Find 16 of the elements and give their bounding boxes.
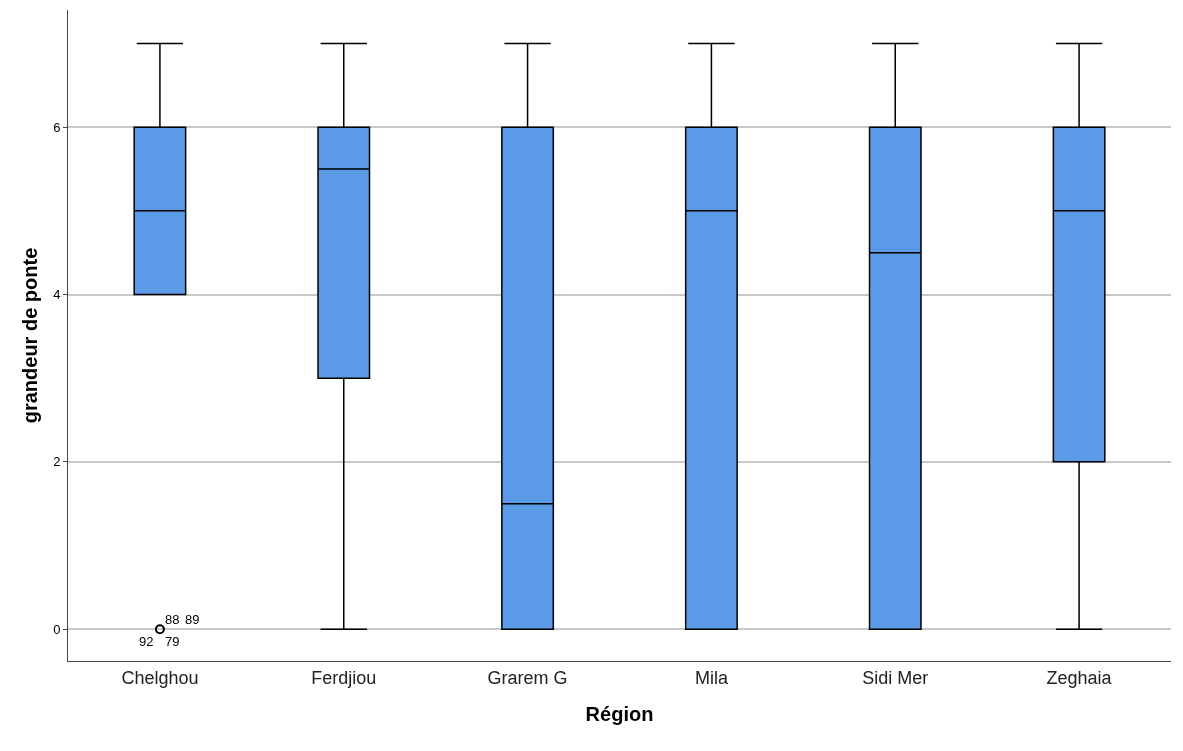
y-tick-label: 0 xyxy=(53,621,61,637)
x-tick-label: Grarem G xyxy=(487,667,568,688)
annotation: 79 xyxy=(165,634,180,649)
x-axis-title: Région xyxy=(585,703,654,726)
y-tick-label: 2 xyxy=(53,454,61,470)
x-tick-label: Sidi Mer xyxy=(862,667,929,688)
x-tick-label: Chelghou xyxy=(121,667,199,688)
y-tick-label: 4 xyxy=(53,287,61,303)
x-tick-label: Zeghaia xyxy=(1046,667,1113,688)
x-tick-label: Ferdjiou xyxy=(311,667,377,688)
y-tick-label: 6 xyxy=(53,119,61,135)
y-axis-title: grandeur de ponte xyxy=(18,247,41,424)
annotation: 88 xyxy=(165,612,180,627)
annotation: 89 xyxy=(185,612,200,627)
x-tick-label: Mila xyxy=(694,667,729,688)
annotation: 92 xyxy=(139,634,154,649)
